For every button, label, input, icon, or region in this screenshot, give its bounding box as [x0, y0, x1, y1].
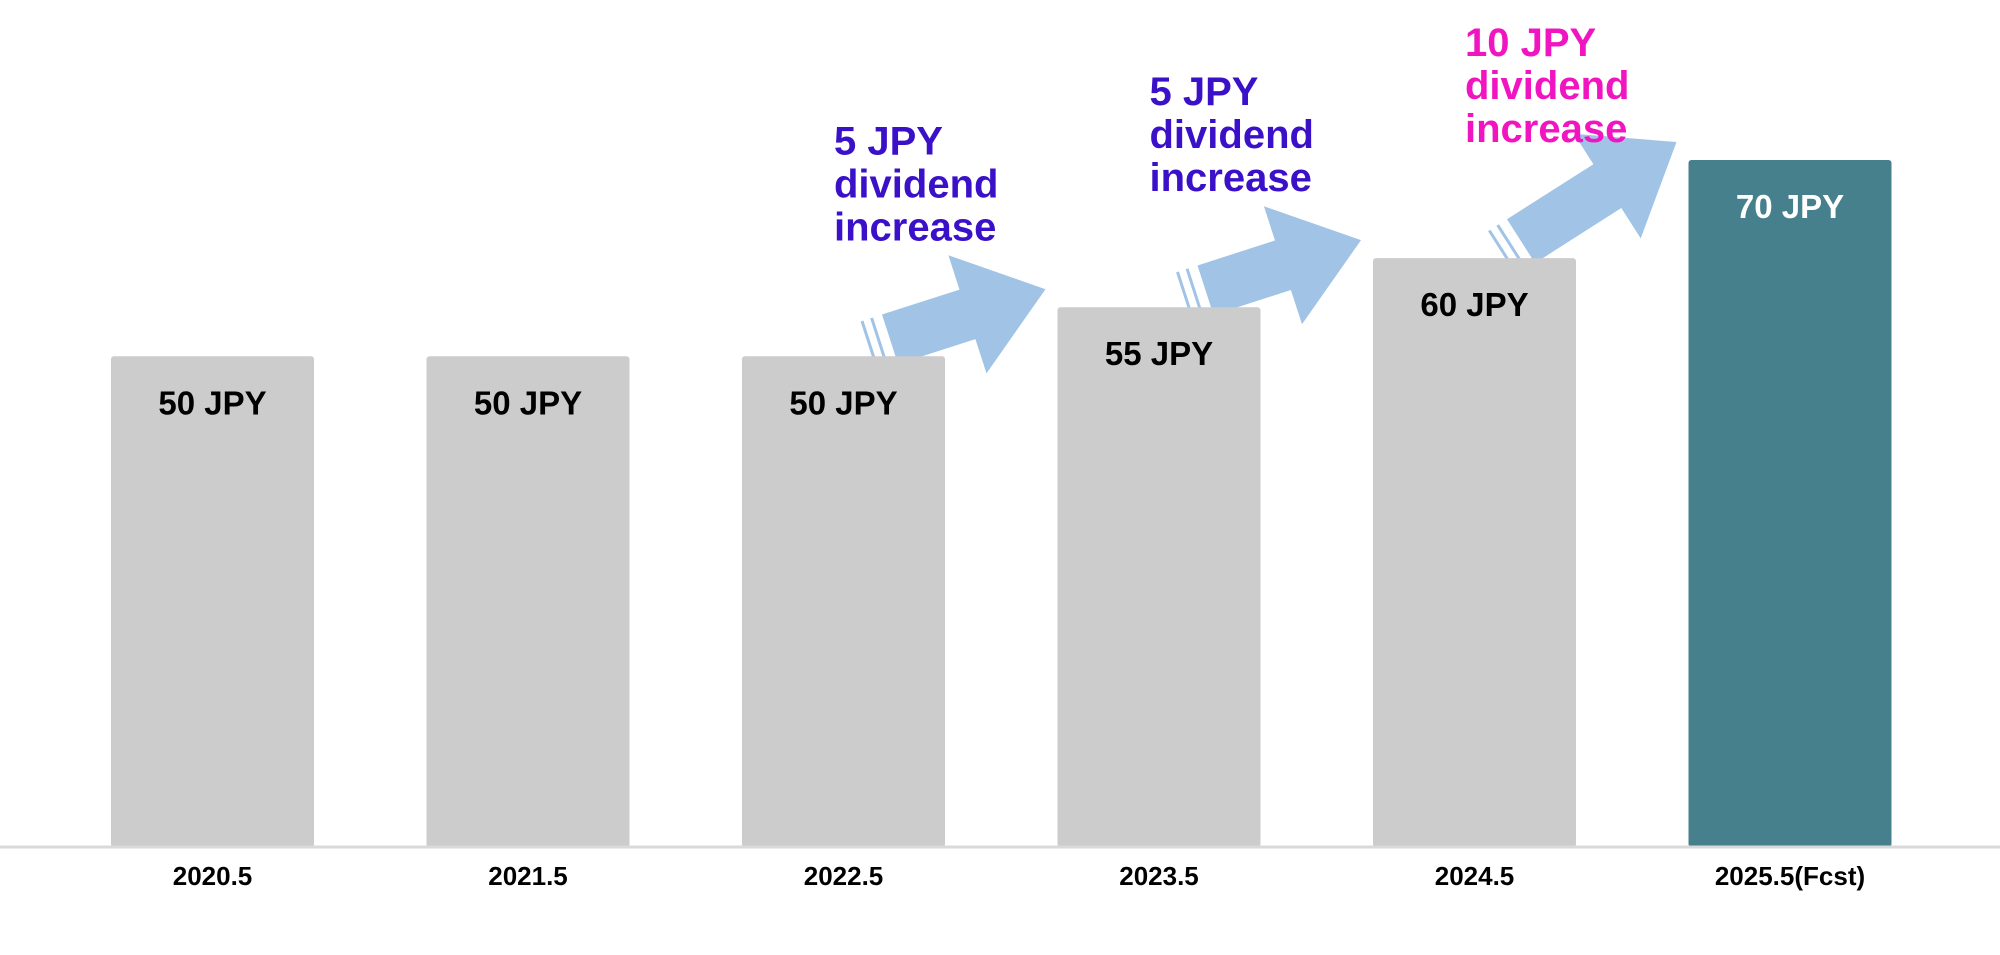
increase-annotation-line: dividend: [1150, 113, 1314, 157]
x-tick-label: 2021.5: [488, 861, 568, 891]
increase-arrow: [1197, 206, 1361, 325]
x-axis-tick-labels: 2020.5 2021.5 2022.5 2023.5 2024.5 2025.5(Fcs…: [173, 861, 1865, 891]
bar-2023.5: [1057, 307, 1261, 847]
increase-annotation-line: increase: [1150, 156, 1312, 200]
increase-annotation-line: increase: [834, 205, 996, 249]
bars: [111, 160, 1892, 848]
bar-2024.5: [1373, 258, 1576, 848]
bar-2021.5: [426, 356, 630, 847]
bar-value-labels: 50 JPY 50 JPY 50 JPY 55 JPY 60 JPY 70 JPY: [158, 188, 1844, 421]
x-tick-label: 2024.5: [1435, 861, 1515, 891]
bar-2020.5: [111, 356, 314, 847]
x-tick-label: 2022.5: [804, 861, 884, 891]
x-tick-label: 2020.5: [173, 861, 253, 891]
bar-2025.5(Fcst): [1688, 160, 1892, 847]
increase-annotation-line: 5 JPY: [834, 119, 943, 163]
x-tick-label: 2025.5(Fcst): [1715, 861, 1865, 891]
increase-annotation-line: dividend: [1465, 64, 1629, 108]
increase-annotation-line: 5 JPY: [1150, 70, 1259, 114]
bar-value-label: 50 JPY: [789, 384, 897, 421]
increase-arrow: [882, 255, 1046, 374]
bar-2022.5: [742, 356, 945, 847]
bar-value-label: 50 JPY: [158, 384, 266, 421]
bar-value-label: 70 JPY: [1736, 188, 1844, 225]
increase-annotation-line: 10 JPY: [1465, 21, 1597, 65]
increase-annotation-line: increase: [1465, 107, 1627, 151]
increase-arrow: [1507, 133, 1677, 264]
x-tick-label: 2023.5: [1119, 861, 1199, 891]
bar-value-label: 60 JPY: [1420, 286, 1528, 323]
bar-value-label: 55 JPY: [1105, 335, 1213, 372]
bar-value-label: 50 JPY: [474, 384, 582, 421]
increase-annotation-line: dividend: [834, 162, 998, 206]
